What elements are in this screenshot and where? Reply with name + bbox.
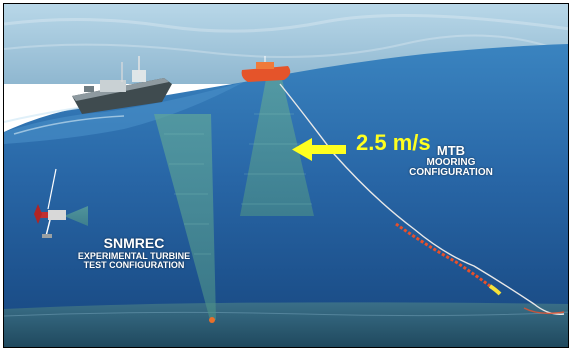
acoustic-beam-right	[240, 79, 314, 216]
surface-buoy-icon	[241, 56, 291, 82]
research-vessel-icon	[72, 56, 172, 114]
mooring-line	[279, 83, 565, 315]
ocean-turbine-icon	[34, 168, 66, 238]
acoustic-beam-left	[154, 114, 216, 320]
turbine-beam	[64, 206, 88, 226]
mooring-yellow-float	[488, 284, 502, 296]
turbine-subtitle-line-1: EXPERIMENTAL TURBINE	[77, 250, 191, 261]
vessel-wake	[4, 82, 244, 144]
seafloor	[4, 302, 568, 347]
ocean-scene	[4, 4, 568, 347]
turbine-configuration-label: SNMREC EXPERIMENTAL TURBINE TEST CONFIGU…	[64, 236, 204, 271]
diagram-frame: 2.5 m/s MTB MOORING CONFIGURATION SNMREC…	[3, 3, 569, 348]
turbine-subtitle-line-2: TEST CONFIGURATION	[83, 260, 185, 271]
turbine-title: SNMREC	[103, 235, 165, 251]
mooring-floats	[395, 222, 491, 288]
current-speed-label: 2.5 m/s	[356, 130, 431, 155]
mooring-label-line-1: MTB	[436, 143, 466, 158]
sky-texture	[4, 13, 568, 58]
current-direction-arrow-icon	[292, 138, 346, 161]
seafloor-sensor-icon	[209, 317, 215, 323]
mooring-label-line-2: MOORING	[426, 156, 476, 168]
mooring-label-line-3: CONFIGURATION	[409, 167, 493, 179]
mooring-configuration-label: MTB MOORING CONFIGURATION	[396, 144, 506, 179]
